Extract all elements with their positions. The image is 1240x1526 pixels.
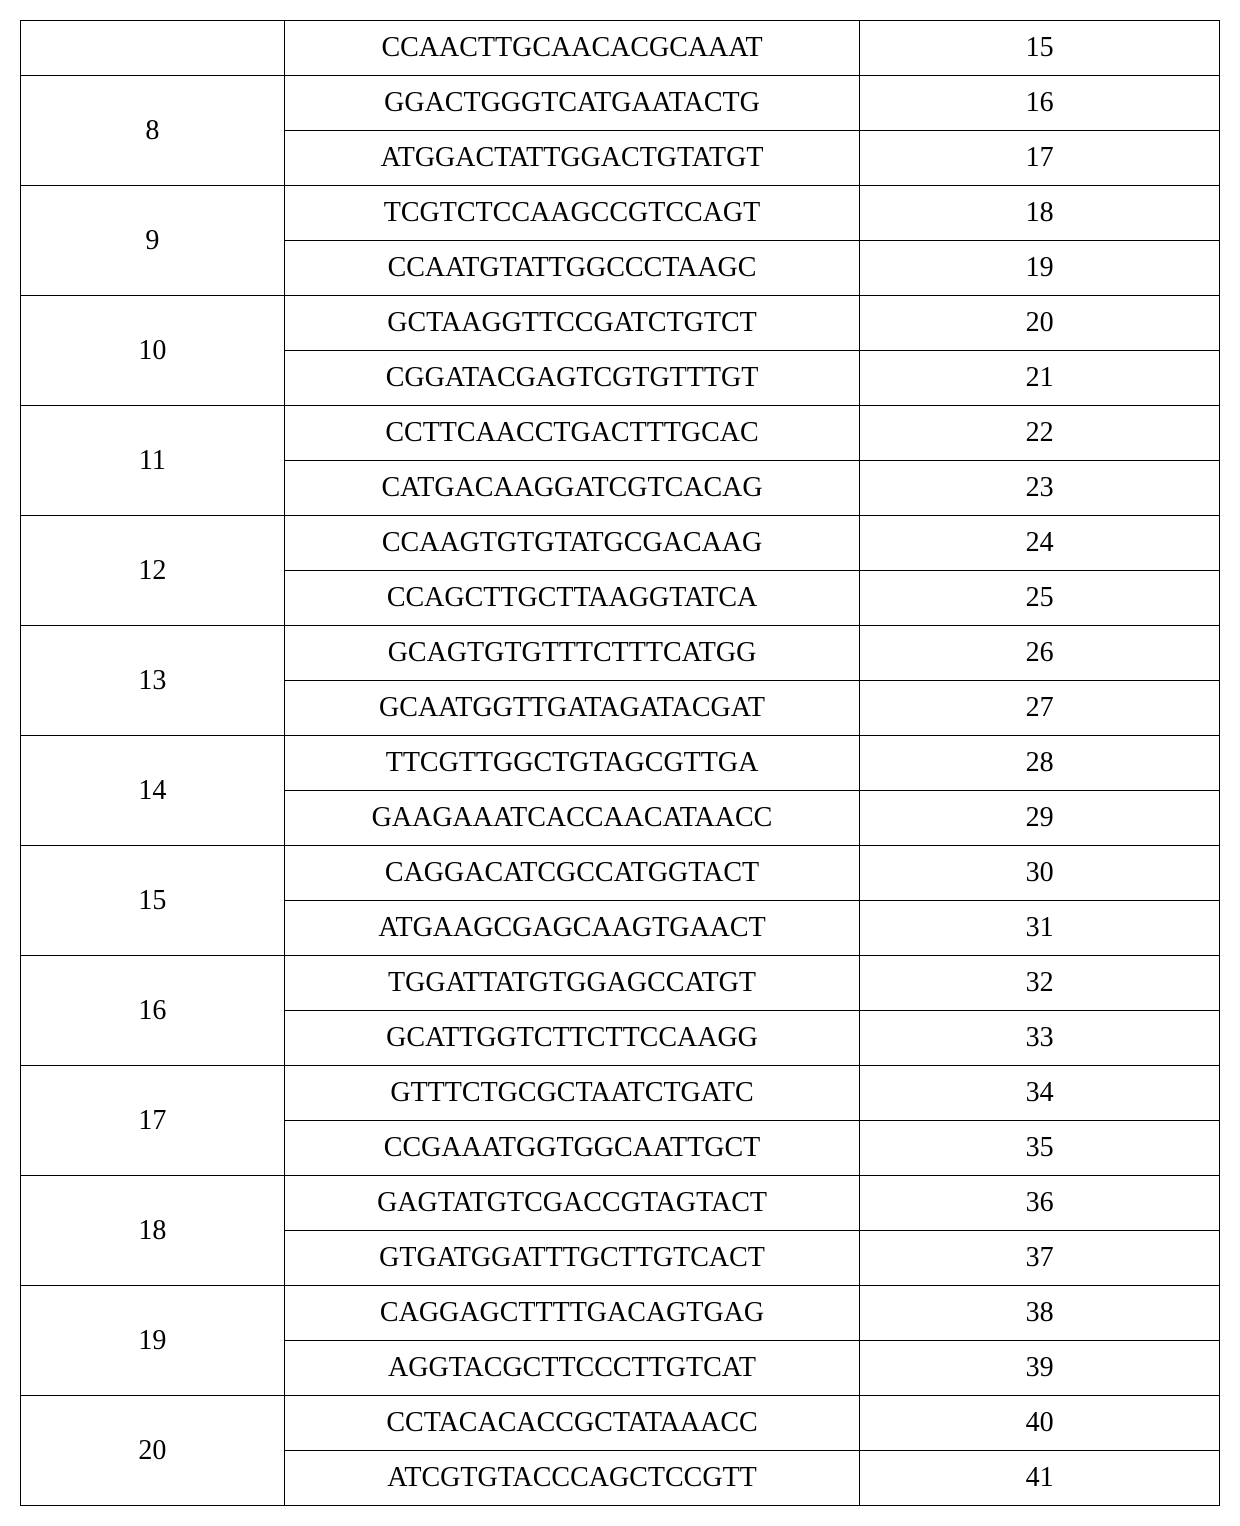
id-cell: 20 — [21, 1396, 285, 1506]
table-row: 20CCTACACACCGCTATAAACC40 — [21, 1396, 1220, 1451]
id-cell: 18 — [21, 1176, 285, 1286]
sequence-cell: CCTACACACCGCTATAAACC — [284, 1396, 860, 1451]
table-row: CCAACTTGCAACACGCAAAT15 — [21, 21, 1220, 76]
table-row: 8GGACTGGGTCATGAATACTG16 — [21, 76, 1220, 131]
sequence-cell: TTCGTTGGCTGTAGCGTTGA — [284, 736, 860, 791]
number-cell: 29 — [860, 791, 1220, 846]
sequence-cell: TGGATTATGTGGAGCCATGT — [284, 956, 860, 1011]
sequence-cell: CCAAGTGTGTATGCGACAAG — [284, 516, 860, 571]
id-cell: 14 — [21, 736, 285, 846]
id-cell — [21, 21, 285, 76]
sequence-cell: CCTTCAACCTGACTTTGCAC — [284, 406, 860, 461]
id-cell: 19 — [21, 1286, 285, 1396]
table-row: 15CAGGACATCGCCATGGTACT30 — [21, 846, 1220, 901]
number-cell: 22 — [860, 406, 1220, 461]
table-row: 14TTCGTTGGCTGTAGCGTTGA28 — [21, 736, 1220, 791]
table-row: 10GCTAAGGTTCCGATCTGTCT20 — [21, 296, 1220, 351]
number-cell: 25 — [860, 571, 1220, 626]
sequence-cell: GTGATGGATTTGCTTGTCACT — [284, 1231, 860, 1286]
number-cell: 31 — [860, 901, 1220, 956]
number-cell: 19 — [860, 241, 1220, 296]
number-cell: 21 — [860, 351, 1220, 406]
number-cell: 37 — [860, 1231, 1220, 1286]
id-cell: 8 — [21, 76, 285, 186]
sequence-cell: GAAGAAATCACCAACATAACC — [284, 791, 860, 846]
sequence-cell: ATGAAGCGAGCAAGTGAACT — [284, 901, 860, 956]
sequence-cell: GAGTATGTCGACCGTAGTACT — [284, 1176, 860, 1231]
sequence-cell: CAGGACATCGCCATGGTACT — [284, 846, 860, 901]
sequence-table-container: CCAACTTGCAACACGCAAAT158GGACTGGGTCATGAATA… — [20, 20, 1220, 1506]
sequence-table: CCAACTTGCAACACGCAAAT158GGACTGGGTCATGAATA… — [20, 20, 1220, 1506]
number-cell: 17 — [860, 131, 1220, 186]
number-cell: 27 — [860, 681, 1220, 736]
sequence-cell: AGGTACGCTTCCCTTGTCAT — [284, 1341, 860, 1396]
sequence-cell: CGGATACGAGTCGTGTTTGT — [284, 351, 860, 406]
id-cell: 17 — [21, 1066, 285, 1176]
sequence-cell: GCATTGGTCTTCTTCCAAGG — [284, 1011, 860, 1066]
table-row: 16TGGATTATGTGGAGCCATGT32 — [21, 956, 1220, 1011]
sequence-cell: CAGGAGCTTTTGACAGTGAG — [284, 1286, 860, 1341]
number-cell: 38 — [860, 1286, 1220, 1341]
id-cell: 16 — [21, 956, 285, 1066]
table-row: 17GTTTCTGCGCTAATCTGATC34 — [21, 1066, 1220, 1121]
sequence-cell: GCTAAGGTTCCGATCTGTCT — [284, 296, 860, 351]
table-row: 9TCGTCTCCAAGCCGTCCAGT18 — [21, 186, 1220, 241]
id-cell: 10 — [21, 296, 285, 406]
number-cell: 30 — [860, 846, 1220, 901]
sequence-cell: CCAATGTATTGGCCCTAAGC — [284, 241, 860, 296]
sequence-cell: GCAGTGTGTTTCTTTCATGG — [284, 626, 860, 681]
id-cell: 12 — [21, 516, 285, 626]
number-cell: 41 — [860, 1451, 1220, 1506]
number-cell: 39 — [860, 1341, 1220, 1396]
table-row: 18GAGTATGTCGACCGTAGTACT36 — [21, 1176, 1220, 1231]
table-row: 11CCTTCAACCTGACTTTGCAC22 — [21, 406, 1220, 461]
sequence-cell: GCAATGGTTGATAGATACGAT — [284, 681, 860, 736]
table-row: 13GCAGTGTGTTTCTTTCATGG26 — [21, 626, 1220, 681]
sequence-cell: GTTTCTGCGCTAATCTGATC — [284, 1066, 860, 1121]
sequence-cell: CATGACAAGGATCGTCACAG — [284, 461, 860, 516]
id-cell: 11 — [21, 406, 285, 516]
sequence-cell: ATGGACTATTGGACTGTATGT — [284, 131, 860, 186]
number-cell: 34 — [860, 1066, 1220, 1121]
number-cell: 36 — [860, 1176, 1220, 1231]
number-cell: 32 — [860, 956, 1220, 1011]
id-cell: 13 — [21, 626, 285, 736]
number-cell: 24 — [860, 516, 1220, 571]
sequence-cell: CCGAAATGGTGGCAATTGCT — [284, 1121, 860, 1176]
table-row: 12CCAAGTGTGTATGCGACAAG24 — [21, 516, 1220, 571]
number-cell: 20 — [860, 296, 1220, 351]
table-row: 19CAGGAGCTTTTGACAGTGAG38 — [21, 1286, 1220, 1341]
number-cell: 16 — [860, 76, 1220, 131]
number-cell: 35 — [860, 1121, 1220, 1176]
number-cell: 40 — [860, 1396, 1220, 1451]
id-cell: 15 — [21, 846, 285, 956]
id-cell: 9 — [21, 186, 285, 296]
number-cell: 33 — [860, 1011, 1220, 1066]
sequence-cell: TCGTCTCCAAGCCGTCCAGT — [284, 186, 860, 241]
number-cell: 28 — [860, 736, 1220, 791]
number-cell: 18 — [860, 186, 1220, 241]
number-cell: 15 — [860, 21, 1220, 76]
sequence-cell: CCAACTTGCAACACGCAAAT — [284, 21, 860, 76]
sequence-table-body: CCAACTTGCAACACGCAAAT158GGACTGGGTCATGAATA… — [21, 21, 1220, 1506]
number-cell: 23 — [860, 461, 1220, 516]
sequence-cell: CCAGCTTGCTTAAGGTATCA — [284, 571, 860, 626]
sequence-cell: ATCGTGTACCCAGCTCCGTT — [284, 1451, 860, 1506]
number-cell: 26 — [860, 626, 1220, 681]
sequence-cell: GGACTGGGTCATGAATACTG — [284, 76, 860, 131]
